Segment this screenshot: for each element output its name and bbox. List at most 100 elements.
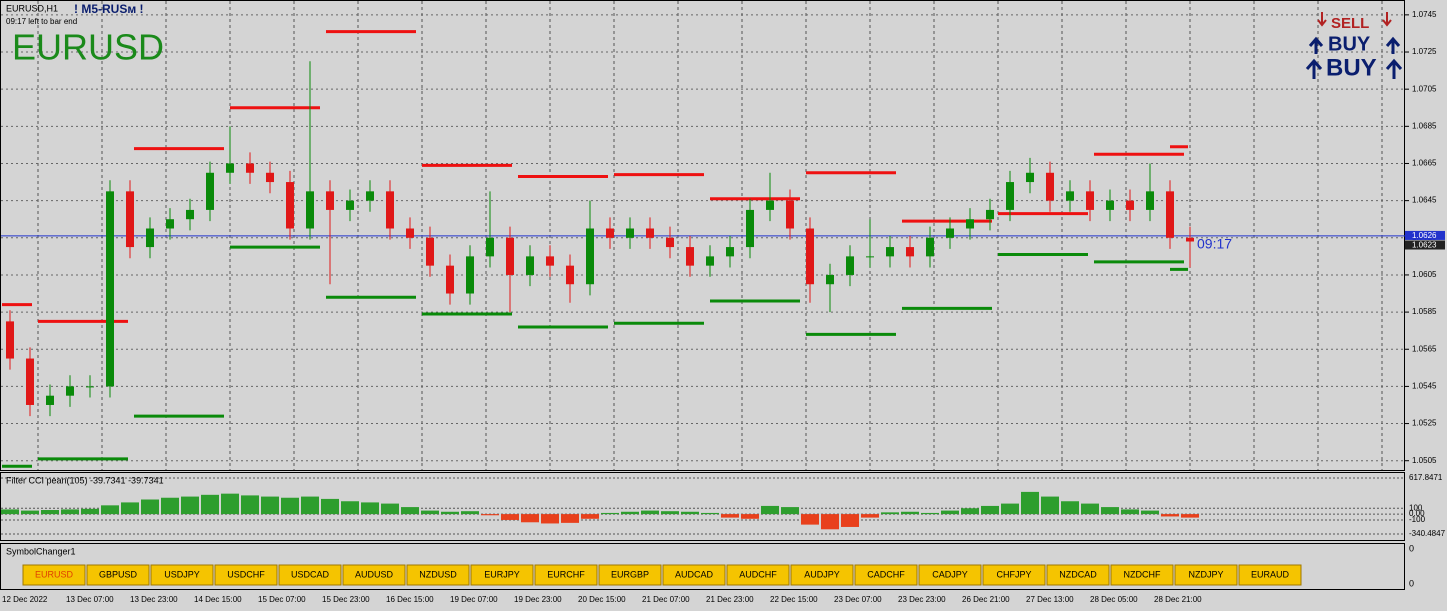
cci-bar	[801, 514, 819, 525]
cci-bar	[101, 505, 119, 515]
candle-body	[1106, 200, 1114, 210]
cci-bar	[1121, 509, 1139, 515]
candle-body	[946, 228, 954, 238]
candle-body	[6, 321, 14, 359]
symbol-button[interactable]: CHFJPY	[982, 564, 1046, 586]
symbol-button[interactable]: EURJPY	[470, 564, 534, 586]
cci-bar	[161, 497, 179, 515]
button-label: USDJPY	[164, 569, 200, 579]
symbol-button[interactable]: EURGBP	[598, 564, 662, 586]
x-tick-label: 27 Dec 13:00	[1026, 595, 1074, 604]
button-label: NZDUSD	[419, 569, 457, 579]
candle-body	[1086, 191, 1094, 210]
symbol-button[interactable]: AUDCAD	[662, 564, 726, 586]
countdown: 09:17	[1197, 236, 1232, 252]
cci-bar	[461, 511, 479, 515]
candle-body	[426, 237, 434, 266]
cci-title: Filter CCI pean(105) -39.7341 -39.7341	[6, 475, 164, 485]
candle-body	[266, 172, 274, 183]
button-label: AUDCAD	[675, 569, 714, 579]
cci-bar	[1041, 496, 1059, 515]
cci-bar	[221, 493, 239, 515]
symbol-button[interactable]: NZDUSD	[406, 564, 470, 586]
cci-bar	[981, 505, 999, 515]
x-tick-label: 19 Dec 23:00	[514, 595, 562, 604]
x-tick-label: 23 Dec 07:00	[834, 595, 882, 604]
cci-bar	[681, 511, 699, 515]
cci-bar	[201, 494, 219, 515]
button-face	[918, 564, 982, 586]
candle-body	[1006, 182, 1014, 210]
x-tick-label: 22 Dec 15:00	[770, 595, 818, 604]
cci-bar	[941, 510, 959, 515]
candle-body	[26, 358, 34, 405]
symbol-button[interactable]: CADCHF	[854, 564, 918, 586]
button-label: EURAUD	[1251, 569, 1290, 579]
cci-bar	[601, 512, 619, 515]
cci-bar	[1001, 503, 1019, 515]
cci-bar	[61, 509, 79, 515]
candle-body	[406, 228, 414, 238]
candle-body	[1166, 191, 1174, 238]
symbol-button[interactable]: NZDCHF	[1110, 564, 1174, 586]
bid-box	[1405, 230, 1445, 240]
symbol-button[interactable]: CADJPY	[918, 564, 982, 586]
cci-bar	[1, 509, 19, 515]
symbol-button[interactable]: USDJPY	[150, 564, 214, 586]
symbol-button[interactable]: AUDJPY	[790, 564, 854, 586]
candle-body	[986, 209, 994, 220]
candle-body	[366, 191, 374, 201]
symbol-button[interactable]: EURAUD	[1238, 564, 1302, 586]
cci-bar	[861, 514, 879, 518]
y-tick-label: 1.0665	[1412, 159, 1437, 168]
symbol-button[interactable]: USDCAD	[278, 564, 342, 586]
candle-body	[206, 172, 214, 210]
cci-bar	[181, 496, 199, 515]
x-tick-label: 19 Dec 07:00	[450, 595, 498, 604]
button-label: CHFJPY	[996, 569, 1031, 579]
x-tick-label: 26 Dec 21:00	[962, 595, 1010, 604]
cci-bar	[961, 508, 979, 515]
cci-bar	[901, 511, 919, 515]
button-face	[662, 564, 726, 586]
y-tick-label: 1.0605	[1412, 270, 1437, 279]
changer-scale: 0	[1409, 543, 1414, 553]
symbol-button[interactable]: AUDCHF	[726, 564, 790, 586]
cci-tick-label: -100	[1409, 515, 1426, 524]
candle-body	[106, 191, 114, 387]
candle-body	[466, 256, 474, 294]
symbol-button[interactable]: EURUSD	[22, 564, 86, 586]
button-face	[214, 564, 278, 586]
button-face	[1238, 564, 1302, 586]
button-face	[1110, 564, 1174, 586]
button-label: NZDCHF	[1124, 569, 1161, 579]
symbol-button[interactable]: NZDCAD	[1046, 564, 1110, 586]
symbol-button[interactable]: NZDJPY	[1174, 564, 1238, 586]
buy-arrows	[1305, 36, 1403, 79]
candle-body	[686, 247, 694, 266]
button-face	[406, 564, 470, 586]
button-label: EURGBP	[611, 569, 649, 579]
button-label: USDCHF	[227, 569, 265, 579]
button-face	[790, 564, 854, 586]
candle-body	[926, 237, 934, 257]
candle-body	[566, 265, 574, 285]
symbol-button[interactable]: AUDUSD	[342, 564, 406, 586]
candle-body	[226, 163, 234, 173]
cci-bar	[121, 502, 139, 515]
cci-bar	[841, 514, 859, 527]
symbol-button[interactable]: GBPUSD	[86, 564, 150, 586]
candle-body	[326, 191, 334, 210]
candle-body	[786, 200, 794, 229]
y-tick-label: 1.0705	[1412, 84, 1437, 93]
cci-bar	[1081, 503, 1099, 515]
cci-tick-label: -340.4847	[1409, 529, 1446, 538]
y-tick-label: 1.0585	[1412, 307, 1437, 316]
cci-bar	[401, 507, 419, 515]
candle-body	[1126, 200, 1134, 210]
symbol-button[interactable]: EURCHF	[534, 564, 598, 586]
cci-bar	[641, 510, 659, 515]
y-tick-label: 1.0545	[1412, 382, 1437, 391]
symbol-button[interactable]: USDCHF	[214, 564, 278, 586]
